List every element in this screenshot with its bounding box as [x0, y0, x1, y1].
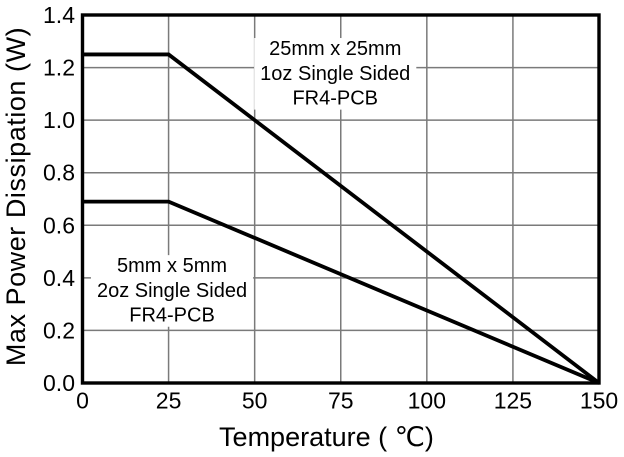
y-tick-label: 1.0 — [43, 107, 75, 133]
x-tick-label: 125 — [494, 388, 532, 414]
annotation-text: 2oz Single Sided — [97, 280, 247, 302]
y-tick-label: 0.4 — [43, 265, 75, 291]
annotation-backdrop — [254, 38, 417, 110]
y-tick-labels: 0.0 0.2 0.4 0.6 0.8 1.0 1.2 1.4 — [43, 2, 75, 396]
annotation-text: FR4-PCB — [292, 88, 378, 110]
plot-border — [80, 13, 601, 385]
x-tick-label: 25 — [156, 388, 182, 414]
annotation-text: FR4-PCB — [129, 305, 215, 327]
plot-frame — [80, 13, 601, 385]
annotation-block: 25mm x 25mm 1oz Single Sided FR4-PCB — [254, 38, 417, 110]
annotation-text: 5mm x 5mm — [117, 255, 227, 277]
x-tick-label: 150 — [580, 388, 618, 414]
y-tick-label: 0.0 — [43, 370, 75, 396]
annotation-text: 1oz Single Sided — [260, 63, 410, 85]
y-tick-label: 1.2 — [43, 55, 75, 81]
x-tick-label: 50 — [242, 388, 268, 414]
annotation-text: 25mm x 25mm — [269, 38, 401, 60]
x-tick-labels: 0 25 50 75 100 125 150 — [76, 388, 618, 414]
y-tick-label: 1.4 — [43, 2, 75, 28]
y-tick-label: 0.6 — [43, 212, 75, 238]
y-axis-title: Max Power Dissipation (W) — [1, 27, 31, 366]
y-tick-label: 0.2 — [43, 317, 75, 343]
x-tick-label: 75 — [328, 388, 354, 414]
x-axis-title: Temperature ( ℃) — [219, 422, 434, 452]
x-tick-label: 0 — [76, 388, 89, 414]
x-tick-label: 100 — [408, 388, 446, 414]
annotation-block: 5mm x 5mm 2oz Single Sided FR4-PCB — [90, 255, 254, 327]
series-lines — [82, 52, 601, 385]
series-line — [82, 52, 601, 385]
series-line — [82, 199, 600, 385]
annotation-backdrop — [90, 255, 254, 327]
y-tick-label: 0.8 — [43, 160, 75, 186]
